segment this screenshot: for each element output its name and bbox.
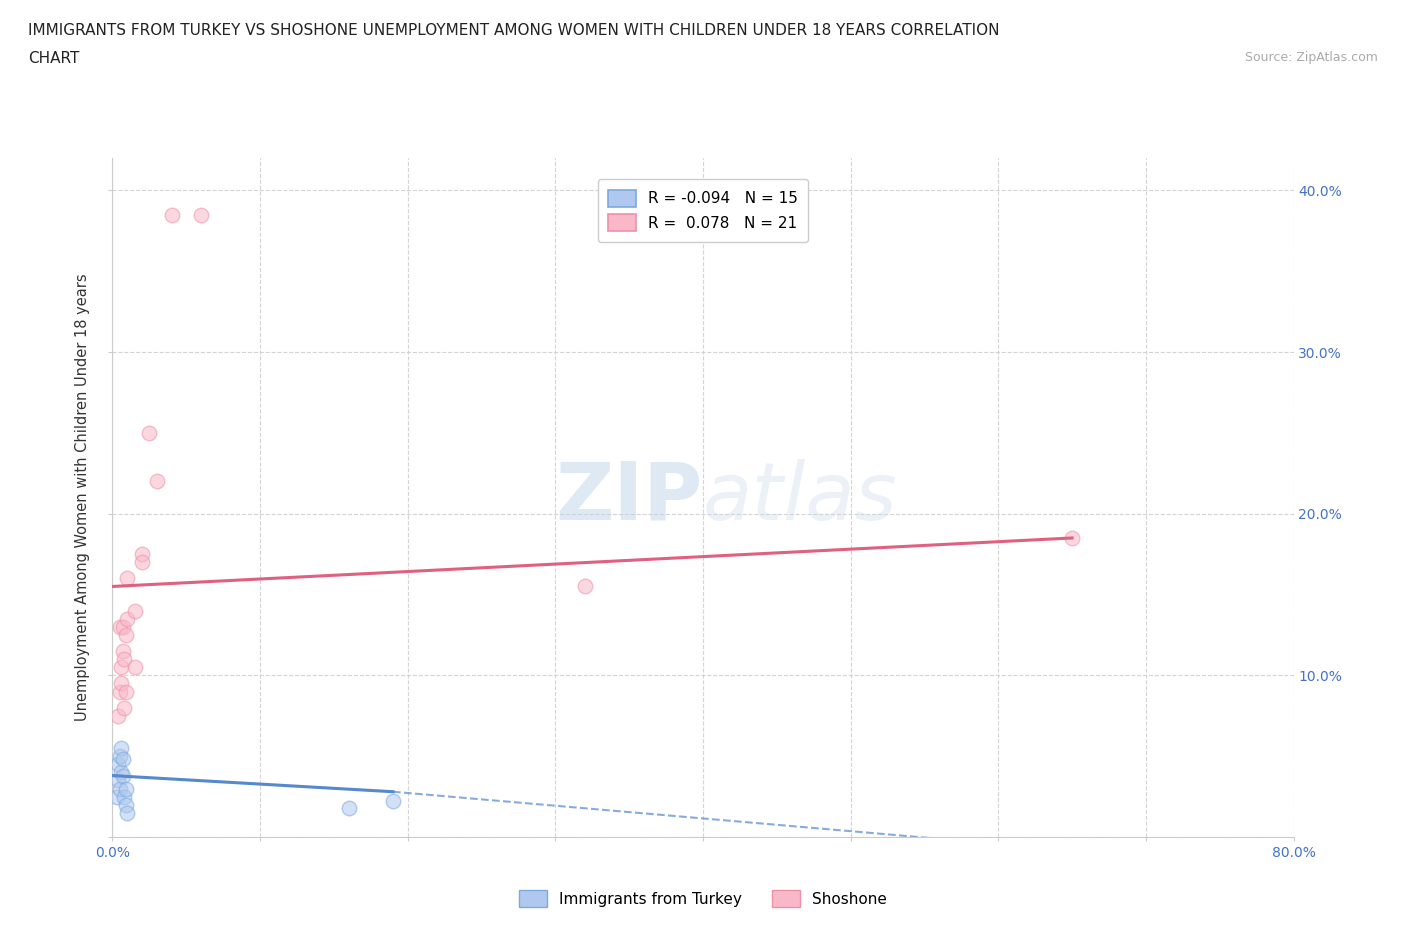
Point xyxy=(105,790,128,804)
Point xyxy=(107,757,129,772)
Point xyxy=(107,773,129,788)
Point xyxy=(110,676,132,691)
Point xyxy=(108,749,131,764)
Point xyxy=(131,547,153,562)
Point xyxy=(111,768,134,783)
Point xyxy=(110,740,132,755)
Point xyxy=(112,700,135,715)
Point xyxy=(337,801,360,816)
Point xyxy=(124,660,146,675)
Point xyxy=(382,794,405,809)
Point xyxy=(111,644,134,658)
Point xyxy=(138,425,160,440)
Point xyxy=(117,805,138,820)
Text: atlas: atlas xyxy=(703,458,898,537)
Point xyxy=(108,684,131,699)
Point xyxy=(117,571,138,586)
Point xyxy=(110,764,132,779)
Y-axis label: Unemployment Among Women with Children Under 18 years: Unemployment Among Women with Children U… xyxy=(75,273,90,722)
Point xyxy=(111,619,134,634)
Text: Source: ZipAtlas.com: Source: ZipAtlas.com xyxy=(1244,51,1378,64)
Point xyxy=(190,207,212,222)
Legend: R = -0.094   N = 15, R =  0.078   N = 21: R = -0.094 N = 15, R = 0.078 N = 21 xyxy=(598,179,808,242)
Point xyxy=(114,797,136,812)
Point xyxy=(114,684,136,699)
Point xyxy=(117,611,138,626)
Point xyxy=(110,660,132,675)
Point xyxy=(131,555,153,570)
Point xyxy=(112,790,135,804)
Point xyxy=(112,652,135,667)
Point xyxy=(111,752,134,767)
Point xyxy=(1062,530,1084,545)
Point xyxy=(114,781,136,796)
Point xyxy=(160,207,183,222)
Legend: Immigrants from Turkey, Shoshone: Immigrants from Turkey, Shoshone xyxy=(513,884,893,913)
Point xyxy=(107,709,129,724)
Point xyxy=(146,474,169,489)
Point xyxy=(108,781,131,796)
Point xyxy=(124,604,146,618)
Text: IMMIGRANTS FROM TURKEY VS SHOSHONE UNEMPLOYMENT AMONG WOMEN WITH CHILDREN UNDER : IMMIGRANTS FROM TURKEY VS SHOSHONE UNEMP… xyxy=(28,23,1000,38)
Point xyxy=(114,628,136,643)
Text: ZIP: ZIP xyxy=(555,458,703,537)
Point xyxy=(574,579,596,594)
Point xyxy=(108,619,131,634)
Text: CHART: CHART xyxy=(28,51,80,66)
